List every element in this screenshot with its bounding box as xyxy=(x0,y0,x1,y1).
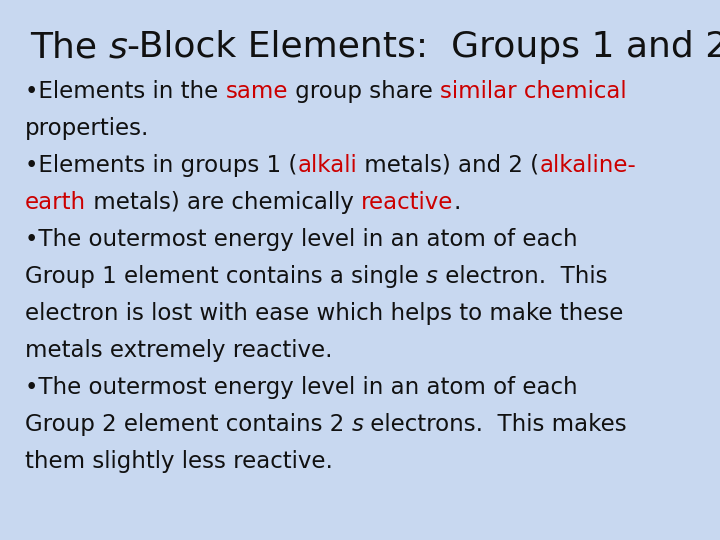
Text: properties.: properties. xyxy=(25,117,149,140)
Text: •Elements in the: •Elements in the xyxy=(25,80,225,103)
Text: them slightly less reactive.: them slightly less reactive. xyxy=(25,450,333,473)
Text: Group 1 element contains a single: Group 1 element contains a single xyxy=(25,265,426,288)
Text: The: The xyxy=(30,30,109,64)
Text: -Block Elements:  Groups 1 and 2: -Block Elements: Groups 1 and 2 xyxy=(127,30,720,64)
Text: •The outermost energy level in an atom of each: •The outermost energy level in an atom o… xyxy=(25,228,577,251)
Text: s: s xyxy=(109,30,127,64)
Text: •Elements in groups 1 (: •Elements in groups 1 ( xyxy=(25,154,297,177)
Text: s: s xyxy=(426,265,438,288)
Text: metals) are chemically: metals) are chemically xyxy=(86,191,361,214)
Text: metals extremely reactive.: metals extremely reactive. xyxy=(25,339,333,362)
Text: s: s xyxy=(351,413,364,436)
Text: Group 2 element contains 2: Group 2 element contains 2 xyxy=(25,413,351,436)
Text: group share: group share xyxy=(288,80,440,103)
Text: similar chemical: similar chemical xyxy=(440,80,626,103)
Text: electron is lost with ease which helps to make these: electron is lost with ease which helps t… xyxy=(25,302,624,325)
Text: .: . xyxy=(454,191,461,214)
Text: •The outermost energy level in an atom of each: •The outermost energy level in an atom o… xyxy=(25,376,577,399)
Text: metals) and 2 (: metals) and 2 ( xyxy=(357,154,539,177)
Text: earth: earth xyxy=(25,191,86,214)
Text: electrons.  This makes: electrons. This makes xyxy=(364,413,627,436)
Text: same: same xyxy=(225,80,288,103)
Text: alkali: alkali xyxy=(297,154,357,177)
Text: alkaline-: alkaline- xyxy=(539,154,636,177)
Text: electron.  This: electron. This xyxy=(438,265,608,288)
Text: reactive: reactive xyxy=(361,191,454,214)
